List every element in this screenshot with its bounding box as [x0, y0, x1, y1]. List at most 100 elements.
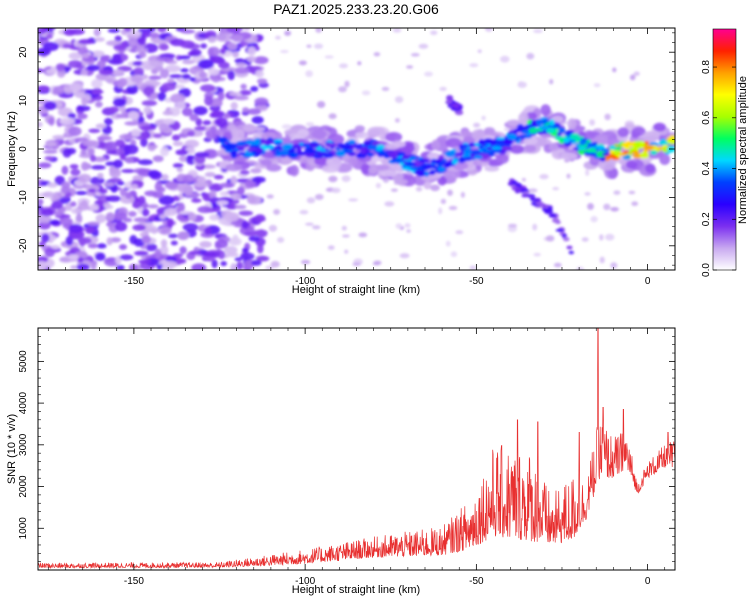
- heatmap-cell: [76, 105, 91, 112]
- heatmap-cell: [116, 264, 125, 270]
- heatmap-cell: [38, 162, 52, 169]
- heatmap-cell: [140, 32, 152, 38]
- heatmap-cell: [204, 172, 216, 178]
- heatmap-cell: [138, 259, 152, 264]
- heatmap-cell: [66, 147, 77, 155]
- heatmap-cell: [176, 167, 184, 173]
- heatmap-cell: [341, 225, 347, 231]
- heatmap-cell: [564, 130, 573, 137]
- heatmap-cell: [225, 163, 243, 172]
- heatmap-cell: [506, 119, 521, 127]
- heatmap-cell: [134, 47, 149, 53]
- heatmap-cell: [170, 240, 178, 246]
- heatmap-cell: [321, 165, 340, 173]
- heatmap-cell: [380, 170, 398, 177]
- heatmap-cell: [114, 221, 128, 232]
- heatmap-cell: [615, 145, 622, 152]
- heatmap-cell: [314, 194, 324, 200]
- heatmap-cell: [239, 170, 250, 175]
- heatmap-cell: [132, 175, 144, 182]
- heatmap-cell: [250, 86, 259, 92]
- heatmap-cell: [343, 149, 354, 153]
- heatmap-cell: [158, 226, 172, 235]
- heatmap-cell: [390, 188, 398, 192]
- heatmap-cell: [246, 56, 257, 62]
- heatmap-cell: [599, 234, 604, 241]
- heatmap-cell: [552, 125, 562, 129]
- heatmap-cell: [445, 240, 451, 247]
- heatmap-cell: [430, 30, 438, 36]
- heatmap-cell: [289, 152, 299, 159]
- heatmap-cell: [51, 201, 63, 209]
- heatmap-cell: [234, 58, 245, 64]
- heatmap-cell: [335, 150, 346, 157]
- heatmap-cell: [397, 152, 406, 156]
- heatmap-cell: [162, 260, 178, 269]
- heatmap-cell: [394, 118, 400, 123]
- heatmap-cell: [38, 68, 45, 73]
- heatmap-cell: [576, 266, 585, 270]
- heatmap-cell: [44, 155, 54, 161]
- heatmap-cell: [159, 214, 166, 220]
- heatmap-cell: [127, 111, 140, 120]
- heatmap-cell: [423, 181, 432, 190]
- heatmap-cell: [546, 127, 555, 134]
- heatmap-cell: [275, 35, 281, 40]
- heatmap-cell: [358, 232, 368, 238]
- heatmap-cell: [93, 28, 101, 37]
- heatmap-cell: [158, 123, 169, 133]
- heatmap-cell: [170, 93, 186, 104]
- heatmap-cell: [612, 67, 617, 73]
- heatmap-cell: [49, 219, 61, 226]
- heatmap-cell: [200, 84, 216, 92]
- heatmap-cell: [401, 166, 411, 171]
- heatmap-cell: [418, 43, 429, 49]
- heatmap-cell: [556, 132, 562, 137]
- heatmap-cell: [253, 56, 269, 65]
- heatmap-cell: [527, 193, 536, 199]
- heatmap-cell: [536, 131, 545, 135]
- heatmap-cell: [124, 121, 140, 126]
- snr-series-line: [38, 328, 675, 570]
- heatmap-cell: [601, 152, 610, 156]
- heatmap-cell: [256, 255, 270, 262]
- heatmap-cell: [179, 246, 187, 255]
- heatmap-cell: [105, 40, 122, 46]
- heatmap-cell: [518, 112, 529, 124]
- heatmap-cell: [122, 217, 133, 223]
- heatmap-cell: [67, 112, 76, 119]
- heatmap-cell: [244, 231, 257, 237]
- heatmap-cell: [213, 174, 224, 180]
- heatmap-cell: [367, 126, 386, 137]
- heatmap-cell: [179, 210, 191, 215]
- heatmap-cell: [602, 148, 610, 153]
- heatmap-cell: [526, 52, 535, 60]
- colorbar-tick-label: 0.8: [701, 60, 712, 74]
- heatmap-cell: [552, 187, 560, 191]
- heatmap-cell: [52, 191, 63, 200]
- heatmap-cell: [144, 222, 154, 227]
- heatmap-cell: [119, 188, 127, 197]
- heatmap-cell: [167, 78, 175, 84]
- heatmap-cell: [182, 59, 195, 65]
- heatmap-cell: [82, 140, 99, 147]
- heatmap-cell: [394, 178, 409, 186]
- heatmap-cell: [97, 172, 104, 179]
- heatmap-cell: [623, 146, 631, 150]
- heatmap-cell: [148, 60, 165, 67]
- heatmap-cell: [533, 252, 541, 257]
- heatmap-cell: [234, 204, 247, 210]
- heatmap-cell: [300, 259, 311, 265]
- heatmap-cell: [642, 131, 660, 142]
- heatmap-cell: [124, 157, 134, 164]
- heatmap-cell: [666, 138, 675, 144]
- heatmap-cell: [49, 244, 61, 250]
- heatmap-cell: [189, 113, 199, 122]
- heatmap-cell: [90, 165, 106, 170]
- heatmap-cell: [81, 52, 90, 59]
- heatmap-cell: [189, 77, 196, 82]
- heatmap-cell: [77, 257, 84, 263]
- heatmap-cell: [108, 106, 120, 113]
